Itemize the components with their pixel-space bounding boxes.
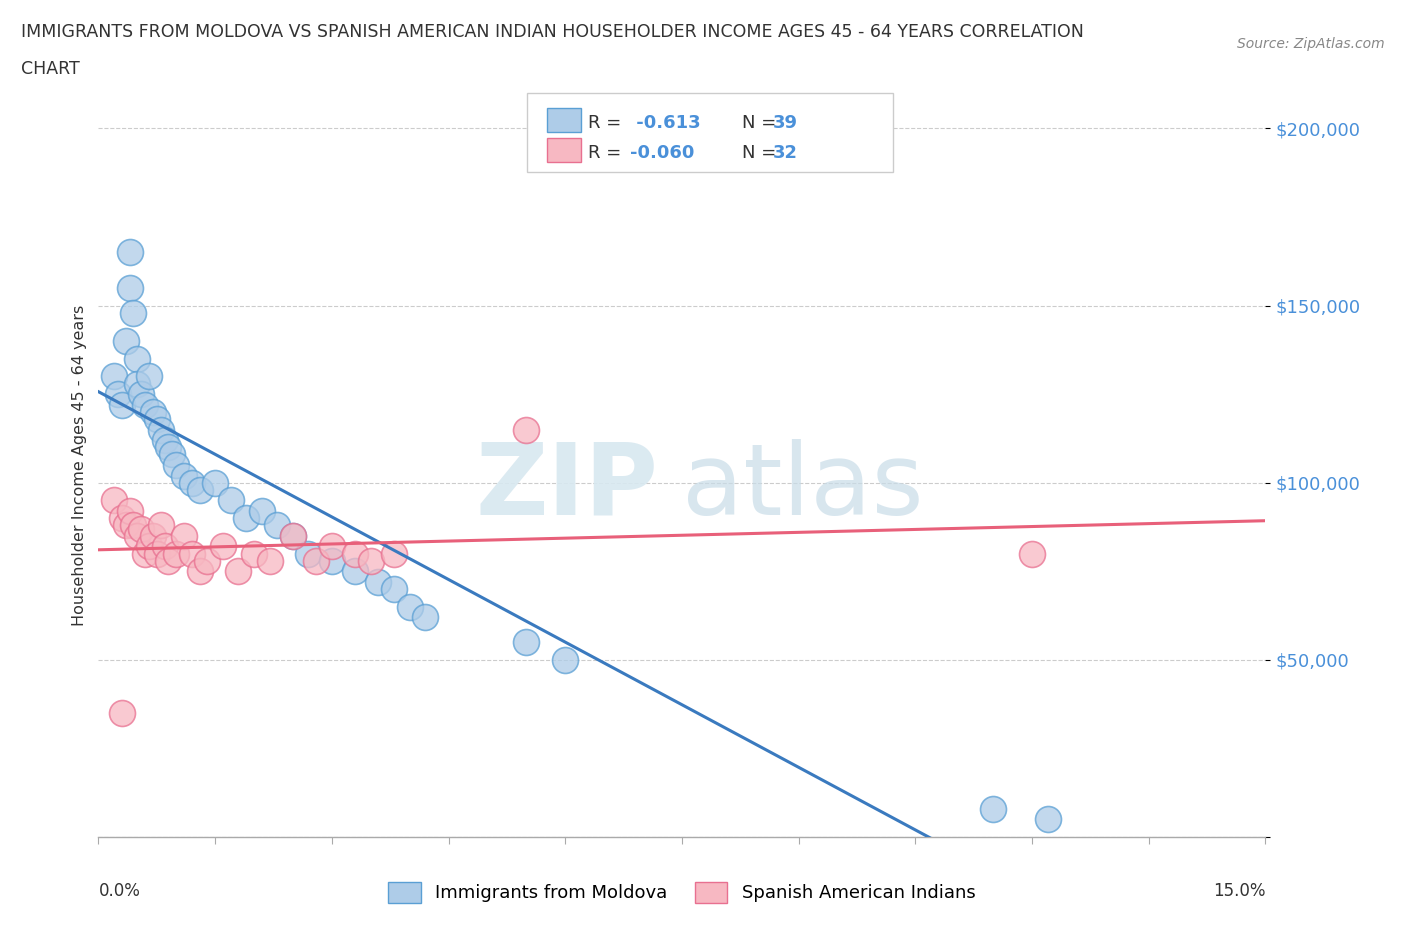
Point — [114, 518, 136, 533]
Point — [344, 546, 367, 561]
Point — [149, 422, 172, 437]
Y-axis label: Householder Income Ages 45 - 64 years: Householder Income Ages 45 - 64 years — [72, 304, 87, 626]
Point — [129, 522, 152, 537]
Point — [153, 539, 176, 554]
Point — [165, 546, 187, 561]
Point — [180, 475, 202, 490]
Point — [382, 581, 405, 596]
Point — [114, 334, 136, 349]
Point — [118, 281, 141, 296]
Point — [111, 706, 134, 721]
Point — [157, 440, 180, 455]
Text: 0.0%: 0.0% — [98, 882, 141, 899]
Point — [188, 564, 211, 578]
Point — [138, 539, 160, 554]
Point — [107, 387, 129, 402]
Point — [173, 468, 195, 483]
Text: N =: N = — [742, 144, 782, 162]
Point — [297, 546, 319, 561]
Point — [554, 653, 576, 668]
Point — [111, 511, 134, 525]
Point — [266, 518, 288, 533]
Point — [129, 387, 152, 402]
Point — [367, 575, 389, 590]
Point — [250, 504, 273, 519]
Point — [180, 546, 202, 561]
Text: Source: ZipAtlas.com: Source: ZipAtlas.com — [1237, 37, 1385, 51]
Point — [157, 553, 180, 568]
Text: -0.613: -0.613 — [630, 114, 700, 132]
Point — [212, 539, 235, 554]
Text: 15.0%: 15.0% — [1213, 882, 1265, 899]
Text: IMMIGRANTS FROM MOLDOVA VS SPANISH AMERICAN INDIAN HOUSEHOLDER INCOME AGES 45 - : IMMIGRANTS FROM MOLDOVA VS SPANISH AMERI… — [21, 23, 1084, 41]
Point — [515, 634, 537, 649]
Text: -0.060: -0.060 — [630, 144, 695, 162]
Point — [321, 539, 343, 554]
Point — [360, 553, 382, 568]
Point — [118, 245, 141, 259]
Point — [321, 553, 343, 568]
Text: R =: R = — [588, 114, 627, 132]
Text: R =: R = — [588, 144, 627, 162]
Point — [195, 553, 218, 568]
Point — [219, 493, 242, 508]
Point — [243, 546, 266, 561]
Point — [162, 447, 184, 462]
Point — [111, 397, 134, 412]
Point — [146, 411, 169, 426]
Point — [981, 802, 1004, 817]
Point — [398, 599, 420, 614]
Point — [204, 475, 226, 490]
Legend: Immigrants from Moldova, Spanish American Indians: Immigrants from Moldova, Spanish America… — [381, 874, 983, 910]
Point — [281, 528, 304, 543]
Point — [122, 305, 145, 320]
Point — [235, 511, 257, 525]
Point — [134, 397, 156, 412]
Point — [1036, 812, 1059, 827]
Text: ZIP: ZIP — [475, 439, 658, 536]
Point — [134, 546, 156, 561]
Point — [103, 493, 125, 508]
Point — [103, 369, 125, 384]
Point — [305, 553, 328, 568]
Point — [142, 405, 165, 419]
Point — [515, 422, 537, 437]
Point — [142, 528, 165, 543]
Point — [173, 528, 195, 543]
Point — [127, 376, 149, 391]
Point — [127, 528, 149, 543]
Point — [122, 518, 145, 533]
Point — [228, 564, 250, 578]
Point — [1021, 546, 1043, 561]
Point — [281, 528, 304, 543]
Text: 39: 39 — [773, 114, 799, 132]
Point — [127, 352, 149, 366]
Text: CHART: CHART — [21, 60, 80, 78]
Point — [149, 518, 172, 533]
Point — [165, 458, 187, 472]
Text: 32: 32 — [773, 144, 799, 162]
Point — [344, 564, 367, 578]
Point — [153, 432, 176, 447]
Point — [382, 546, 405, 561]
Text: atlas: atlas — [682, 439, 924, 536]
Point — [118, 504, 141, 519]
Point — [413, 610, 436, 625]
Point — [188, 483, 211, 498]
Text: N =: N = — [742, 114, 782, 132]
Point — [259, 553, 281, 568]
Point — [146, 546, 169, 561]
Point — [138, 369, 160, 384]
